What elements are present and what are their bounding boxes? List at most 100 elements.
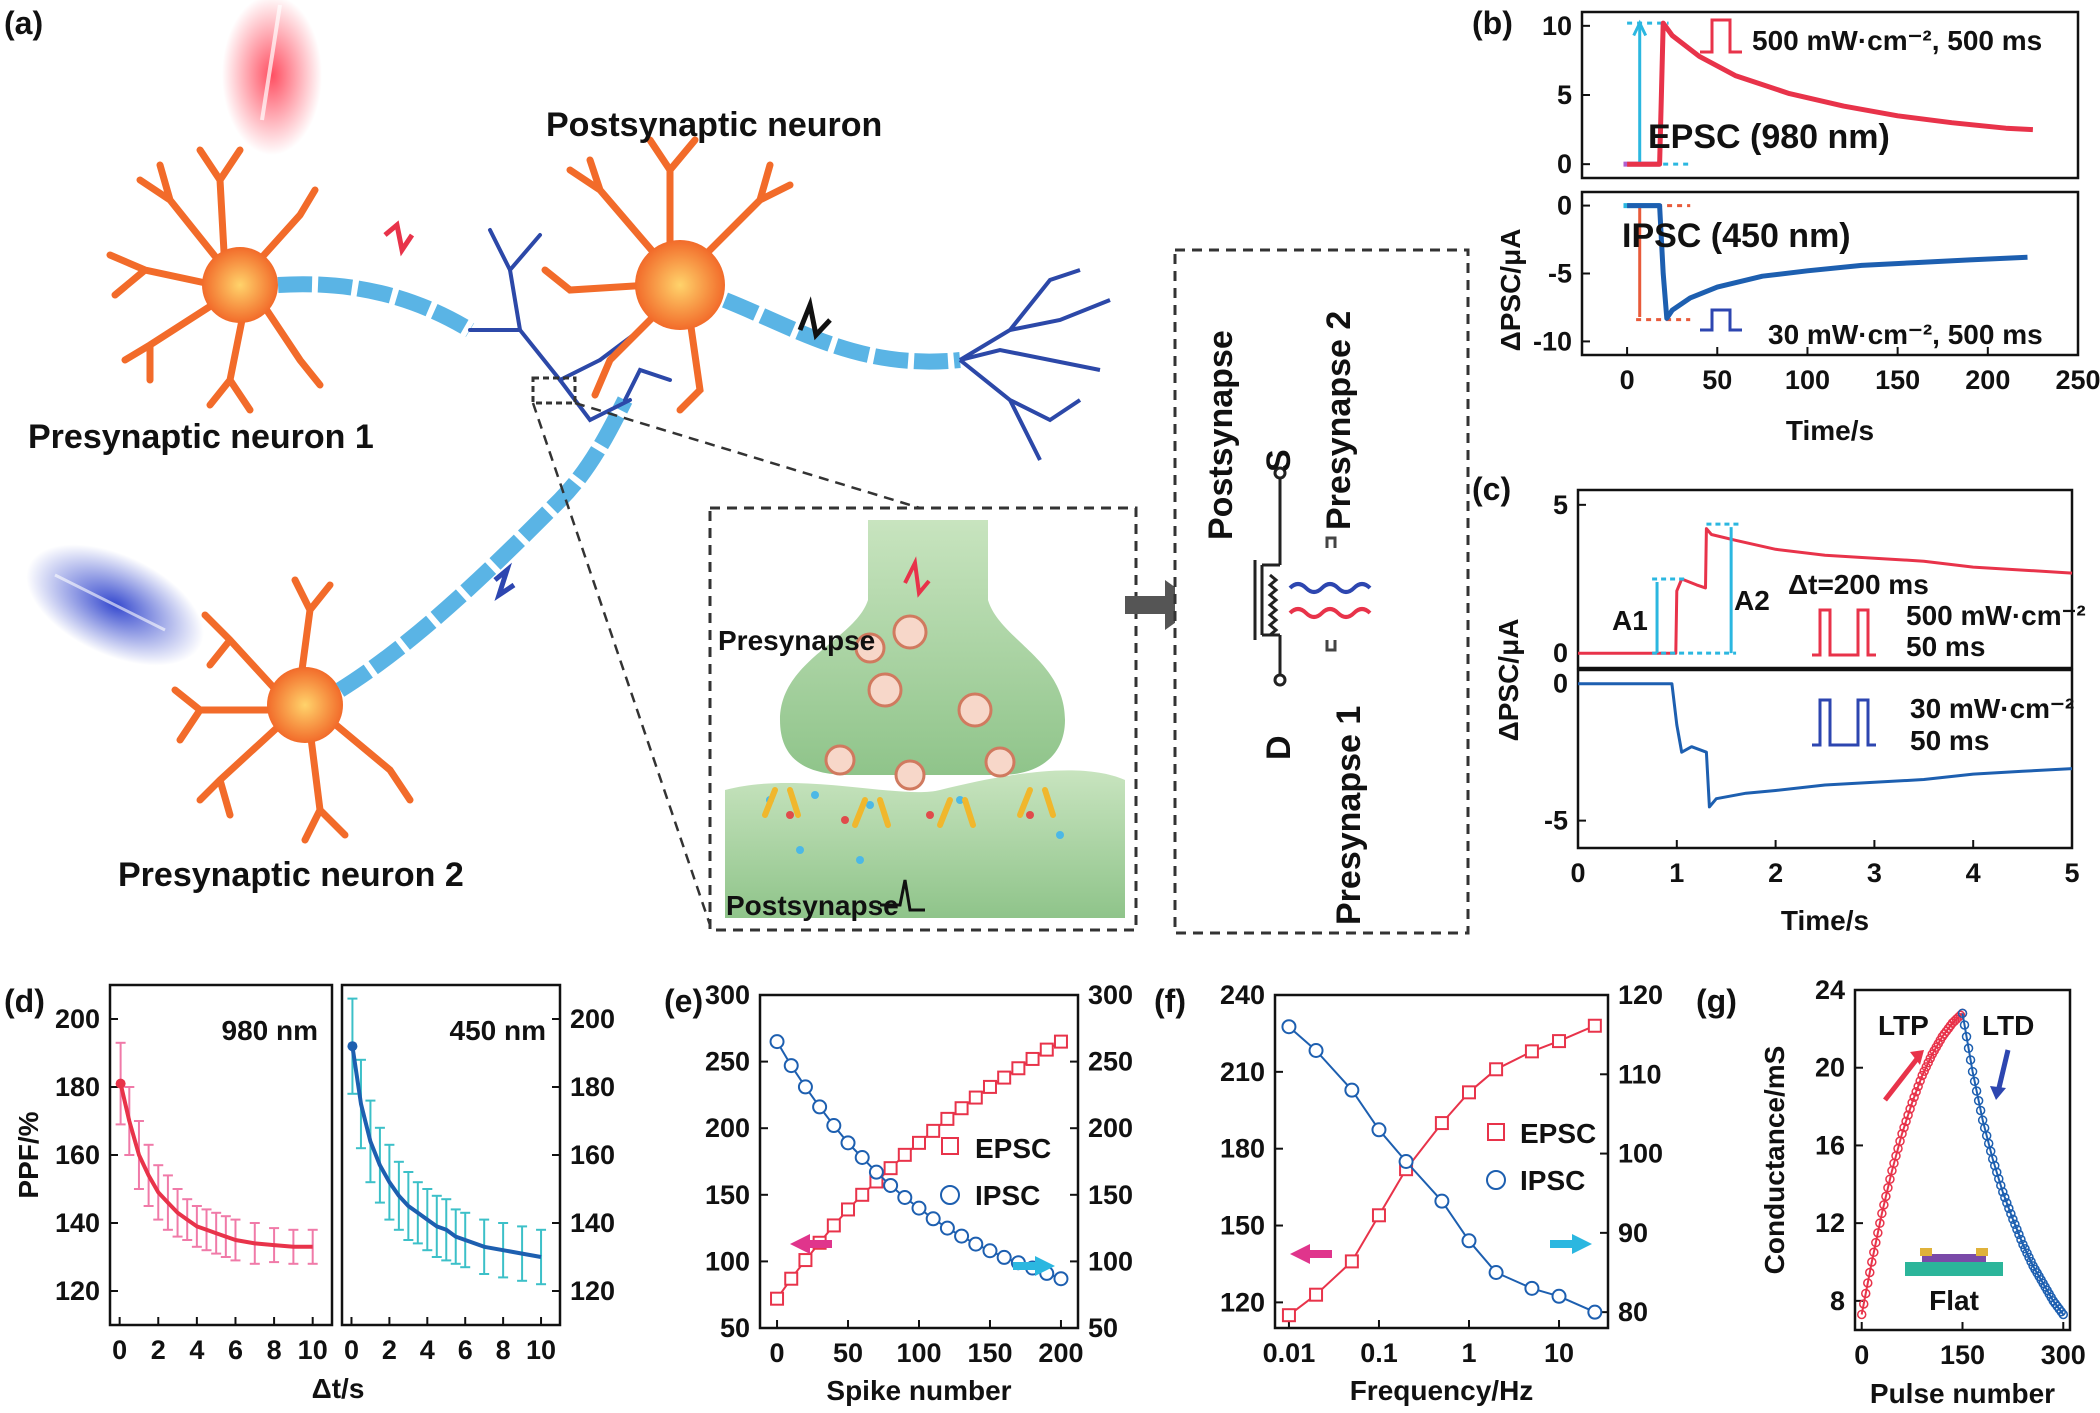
ltp-marker — [1899, 1122, 1909, 1133]
blue-wave-icon — [1288, 582, 1372, 594]
ltd-marker — [1965, 1055, 1976, 1065]
postsynapse-spike-icon — [880, 879, 925, 912]
plot-frame — [1576, 668, 2074, 850]
x-tick-label: 150 — [1940, 1340, 1985, 1370]
ltp-marker — [1871, 1237, 1881, 1248]
x-tick-label: 4 — [420, 1335, 435, 1365]
x-tick-label: 0 — [1620, 365, 1635, 395]
legend-epsc-marker — [941, 1137, 959, 1155]
left-axis-arrow-icon — [790, 1234, 832, 1254]
y-tick-label: 0 — [1553, 638, 1568, 668]
epsc-marker — [982, 1079, 997, 1094]
ppf-curve — [350, 1045, 542, 1259]
epsc-marker — [1039, 1042, 1054, 1057]
device-schematic-frame — [1173, 248, 1470, 935]
ltp-marker — [1911, 1087, 1921, 1097]
panel-a: (a) — [4, 0, 1470, 935]
ipsc-marker — [1398, 1154, 1414, 1169]
presynaptic-neuron-1-label: Presynaptic neuron 1 — [28, 418, 374, 456]
x-tick-label: 0 — [770, 1338, 785, 1368]
ipsc-marker — [826, 1118, 842, 1134]
wavelength-label: 980 nm — [222, 1015, 319, 1046]
y-tick-label: 250 — [1088, 1047, 1133, 1077]
y-tick-label: 150 — [1088, 1180, 1133, 1210]
x-tick-label: 3 — [1867, 858, 1882, 888]
y-tick-label: 150 — [1220, 1211, 1265, 1241]
ltd-marker — [1961, 1031, 1972, 1042]
y-tick-label: 240 — [1220, 980, 1265, 1010]
transistor-symbol — [1253, 466, 1287, 687]
panel-label-a: (a) — [4, 5, 43, 41]
x-axis-label: Spike number — [826, 1375, 1011, 1406]
epsc-marker — [1344, 1254, 1359, 1269]
epsc-marker — [841, 1202, 856, 1217]
epsc-marker — [1434, 1116, 1449, 1131]
ipsc-marker — [968, 1236, 984, 1252]
ltd-marker — [1967, 1066, 1978, 1077]
ipsc-marker — [939, 1220, 955, 1236]
postsynaptic-neuron-soma — [635, 240, 725, 330]
ipsc-marker — [1308, 1043, 1324, 1058]
epsc-annotation: EPSC (980 nm) — [1648, 118, 1890, 156]
x-tick-label: 200 — [1965, 365, 2010, 395]
y-tick-label: 120 — [55, 1276, 100, 1306]
y-tick-label: 300 — [1088, 980, 1133, 1010]
ipsc-marker — [769, 1034, 785, 1050]
y-tick-label: 0 — [1553, 669, 1568, 699]
ltp-marker — [1903, 1110, 1913, 1120]
ltp-label: LTP — [1878, 1010, 1929, 1041]
ipsc-marker — [1551, 1288, 1567, 1304]
panel-label-e: (e) — [664, 983, 703, 1019]
presynaptic-neuron-2-soma — [267, 667, 343, 743]
epsc-marker — [954, 1101, 969, 1116]
pulse-icon-bottom — [1325, 640, 1337, 652]
y-tick-label: 200 — [1088, 1113, 1133, 1143]
y-tick-label: -5 — [1544, 806, 1568, 836]
y-tick-label: 90 — [1618, 1218, 1648, 1248]
epsc-marker — [798, 1253, 813, 1268]
x-tick-label: 8 — [267, 1335, 282, 1365]
panel-label-d: (d) — [4, 983, 45, 1019]
x-tick-label: 1 — [1669, 858, 1684, 888]
ltp-marker — [1883, 1183, 1893, 1193]
x-tick-label: 5 — [2064, 858, 2079, 888]
pulse-shape-icon — [1700, 18, 1742, 54]
a1-label: A1 — [1612, 605, 1648, 636]
device-electrode-icon — [1920, 1248, 1932, 1256]
dt-label: Δt=200 ms — [1788, 569, 1929, 600]
y-tick-label: 180 — [55, 1072, 100, 1102]
ppf-first-point — [115, 1078, 126, 1089]
epsc-marker — [1587, 1018, 1602, 1033]
y-tick-label: 120 — [570, 1276, 615, 1306]
left-axis-arrow-icon — [1290, 1244, 1332, 1264]
epsc-marker — [926, 1123, 941, 1138]
spike-red-icon — [383, 220, 415, 257]
y-tick-label: 250 — [705, 1047, 750, 1077]
ltd-marker — [1992, 1167, 2002, 1177]
chart-d-left: 0 2 4 6 8 10 120 140 160 180 200 980 nm PPF/% — [13, 983, 334, 1365]
axon-terminals — [958, 268, 1111, 461]
ltd-marker — [2008, 1214, 2018, 1225]
epsc-marker — [1524, 1044, 1539, 1059]
ltp-marker — [1915, 1076, 1925, 1086]
y-axis-label: ΔPSC/μA — [1495, 229, 1526, 352]
x-tick-label: 100 — [896, 1338, 941, 1368]
postsynapse-label: Postsynapse — [726, 890, 899, 921]
x-axis-label: Time/s — [1786, 415, 1874, 446]
ltp-marker — [1856, 1309, 1867, 1320]
y-tick-label: 12 — [1815, 1208, 1845, 1238]
device-channel-icon — [1922, 1254, 1986, 1262]
x-axis-label: Δt/s — [312, 1373, 365, 1404]
y-tick-label: 160 — [570, 1140, 615, 1170]
ltd-marker — [2010, 1219, 2020, 1230]
ltd-marker — [2006, 1209, 2016, 1219]
ltp-arrow-head — [1910, 1050, 1924, 1065]
ipsc-marker — [812, 1099, 828, 1115]
y-tick-label: 100 — [705, 1246, 750, 1276]
epsc-marker — [1011, 1061, 1026, 1076]
ltd-marker — [1969, 1076, 1980, 1087]
epsc-marker — [1489, 1062, 1504, 1077]
y-tick-label: 140 — [55, 1208, 100, 1238]
x-tick-label: 2 — [382, 1335, 397, 1365]
epsc-marker — [940, 1111, 955, 1126]
